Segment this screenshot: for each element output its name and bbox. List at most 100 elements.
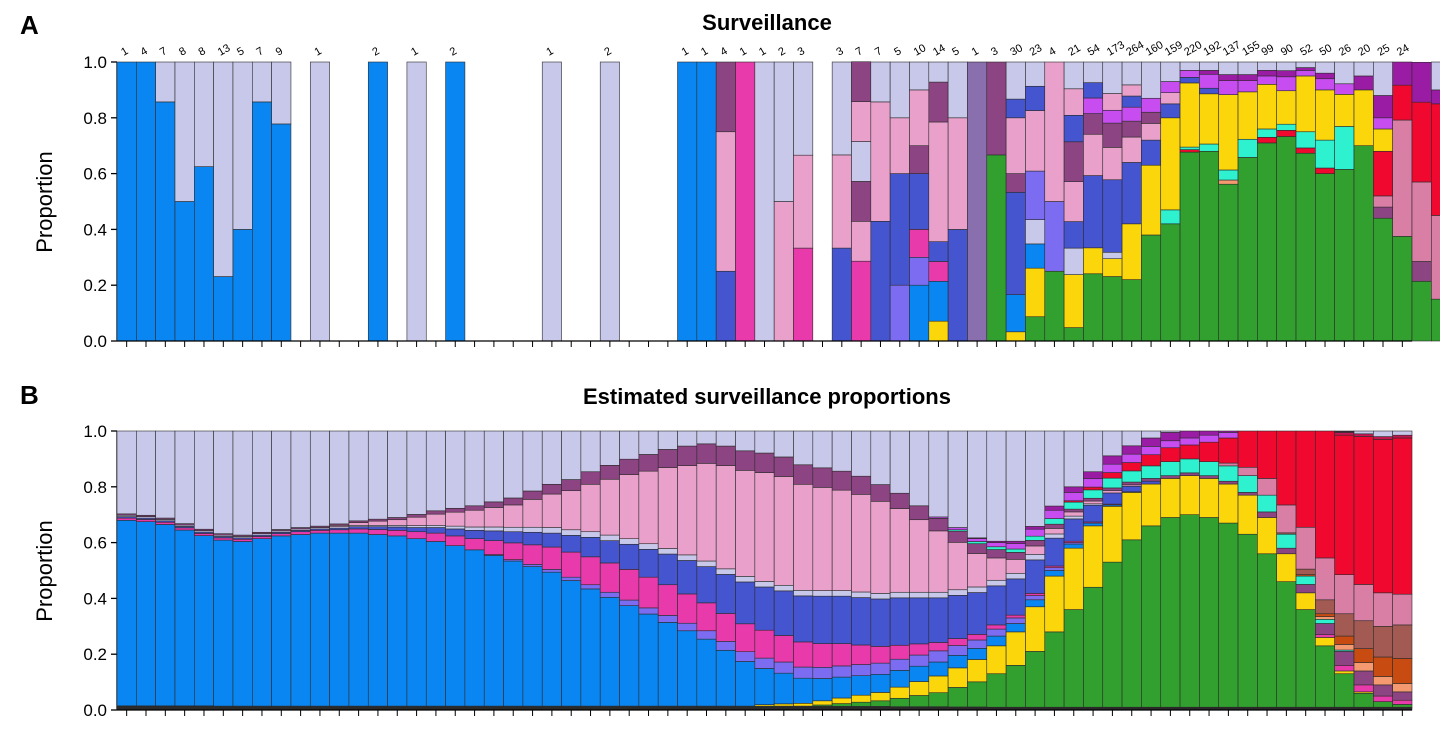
bar-segment [735, 651, 756, 662]
bar-segment [1005, 543, 1026, 550]
count-label: 54 [1086, 42, 1103, 59]
bar-segment [1315, 637, 1335, 647]
bar-segment [561, 551, 582, 578]
count-label: 7 [254, 45, 265, 58]
y-tick-label: 0.0 [83, 701, 107, 720]
bar-segment [928, 121, 949, 242]
bar-segment [1353, 584, 1374, 622]
bar-segment [735, 576, 756, 583]
bar-segment [1276, 130, 1297, 137]
bar-segment [909, 597, 930, 645]
bar-segment [986, 154, 1007, 342]
bar-segment [1005, 631, 1026, 666]
bar-segment [522, 490, 543, 500]
bar-segment [909, 505, 930, 521]
bar-segment [657, 615, 678, 623]
bar-segment [194, 430, 214, 530]
bar-segment [1257, 478, 1278, 496]
bar-segment [425, 510, 446, 515]
count-label: 90 [1279, 42, 1296, 59]
bar-segment [1411, 261, 1432, 282]
bar-segment [1218, 432, 1239, 439]
bar-segment [677, 465, 698, 556]
bar-segment [1392, 434, 1413, 439]
bar-segment [947, 117, 968, 230]
bar-segment [1160, 117, 1181, 211]
bar-segment [232, 229, 253, 342]
count-label: 50 [1318, 42, 1335, 59]
bar-segment [1257, 517, 1278, 555]
count-label: 30 [1008, 42, 1025, 59]
bar-segment [1102, 251, 1123, 259]
bar-segment [1199, 93, 1220, 145]
bar-segment [1257, 70, 1278, 77]
bar-segment [1063, 141, 1084, 182]
bar-segment [1141, 480, 1162, 485]
bar-segment [348, 528, 369, 534]
bar-segment [1392, 430, 1413, 436]
bar-segment [1295, 526, 1316, 570]
bar-segment [194, 533, 214, 536]
bar-segment [696, 630, 717, 640]
bar-segment [735, 581, 756, 625]
bar-segment [1353, 433, 1374, 437]
bar-segment [136, 61, 156, 342]
bar-segment [638, 470, 659, 545]
bar-segment [677, 593, 698, 624]
bar-segment [812, 643, 833, 668]
bar-segment [831, 470, 852, 491]
bar-segment [1257, 137, 1278, 144]
bar-segment [1237, 475, 1258, 493]
bar-segment [1005, 552, 1026, 560]
bar-segment [928, 430, 949, 518]
bar-segment [1141, 465, 1162, 479]
bar-segment [928, 650, 949, 663]
bar-segment [445, 430, 466, 509]
count-label: 4 [138, 45, 149, 58]
bar-segment [1237, 494, 1258, 535]
bar-segment [1237, 466, 1258, 476]
bar-segment [909, 665, 930, 682]
bar-segment [232, 541, 253, 707]
bar-segment [1141, 525, 1162, 708]
bar-segment [986, 635, 1007, 647]
bar-segment [329, 430, 350, 525]
bar-segment [696, 602, 717, 632]
bar-segment [561, 535, 582, 553]
bar-segment [889, 644, 910, 660]
bar-segment [387, 526, 408, 531]
bar-segment [1353, 89, 1374, 147]
bar-segment [445, 511, 466, 527]
bar-segment [1005, 623, 1026, 633]
y-tick-label: 0.0 [83, 332, 107, 351]
bar-segment [1257, 511, 1278, 518]
bar-segment [1160, 517, 1181, 708]
bar-segment [909, 89, 930, 147]
bar-segment [638, 607, 659, 615]
bar-segment [696, 61, 717, 342]
count-label: 1 [119, 45, 130, 58]
bar-segment [889, 61, 910, 119]
count-label: 3 [796, 45, 807, 58]
bar-segment [464, 526, 485, 531]
bar-segment [1044, 61, 1065, 202]
bar-segment [889, 430, 910, 494]
bar-segment [1160, 440, 1181, 449]
bar-segment [1373, 676, 1393, 686]
bar-segment [1121, 453, 1142, 463]
bar-segment [1063, 88, 1084, 116]
bar-segment [1025, 559, 1046, 594]
bar-segment [522, 566, 543, 707]
bar-segment [1199, 61, 1220, 71]
bar-segment [986, 645, 1007, 675]
bar-segment [870, 692, 891, 702]
bar-segment [1315, 613, 1335, 617]
bar-segment [1063, 327, 1084, 342]
bar-segment [522, 564, 543, 567]
bar-segment [174, 201, 195, 342]
bar-segment [967, 634, 988, 641]
panel-letter-b: B [20, 380, 39, 410]
bar-segment [967, 538, 988, 542]
bar-segment [348, 430, 369, 522]
bar-segment [464, 530, 485, 539]
